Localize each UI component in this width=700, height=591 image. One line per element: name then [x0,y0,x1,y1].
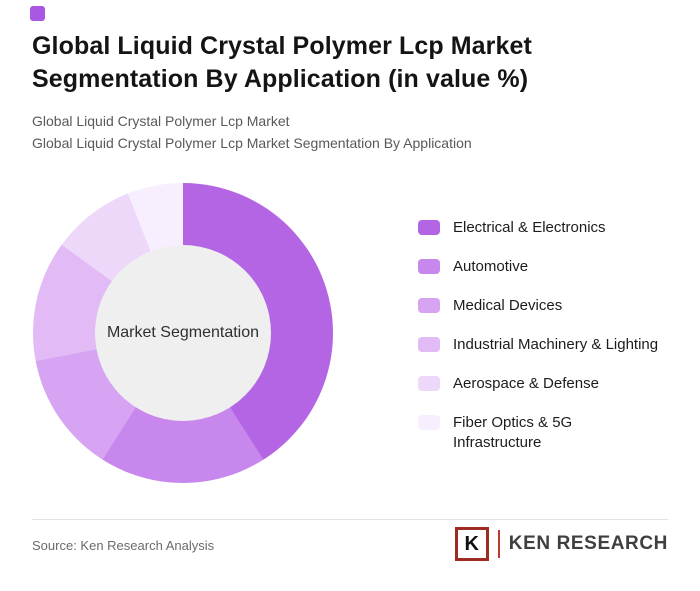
donut-center-label: Market Segmentation [106,324,260,341]
source-text: Source: Ken Research Analysis [32,538,215,553]
legend-label: Fiber Optics & 5G Infrastructure [453,414,573,451]
legend-swatch [418,376,440,391]
legend: Electrical & Electronics Automotive Medica… [418,218,678,453]
logo-divider [497,530,500,558]
legend-item: Automotive [418,257,678,277]
legend-item: Industrial Machinery & Lighting [418,335,678,355]
logo-k-mark: K [454,527,489,561]
legend-item: Aerospace & Defense [418,374,678,394]
legend-label: Aerospace & Defense [453,375,599,392]
footer-divider [32,519,668,520]
subtitle-block: Global Liquid Crystal Polymer Lcp Market… [32,110,472,154]
legend-swatch [418,220,440,235]
legend-label: Industrial Machinery & Lighting [453,336,659,353]
donut-center: Market Segmentation [95,245,271,421]
legend-swatch [418,298,440,313]
legend-item: Electrical & Electronics [418,218,678,238]
logo-k-letter: K [464,532,479,555]
ken-research-logo: K KEN RESEARCH [454,527,668,561]
logo-text: KEN RESEARCH [508,533,668,554]
legend-item: Fiber Optics & 5G Infrastructure [418,413,678,453]
legend-label: Medical Devices [453,297,563,314]
legend-swatch [418,337,440,352]
subtitle-line-1: Global Liquid Crystal Polymer Lcp Market [32,113,290,129]
brand-mark [30,6,45,21]
donut-chart: Market Segmentation [33,183,333,483]
legend-swatch [418,415,440,430]
subtitle-line-2: Global Liquid Crystal Polymer Lcp Market… [32,135,472,151]
page-title: Global Liquid Crystal Polymer Lcp Market… [32,32,532,93]
legend-item: Medical Devices [418,296,678,316]
legend-label: Automotive [453,258,529,275]
legend-label: Electrical & Electronics [453,219,606,236]
legend-swatch [418,259,440,274]
